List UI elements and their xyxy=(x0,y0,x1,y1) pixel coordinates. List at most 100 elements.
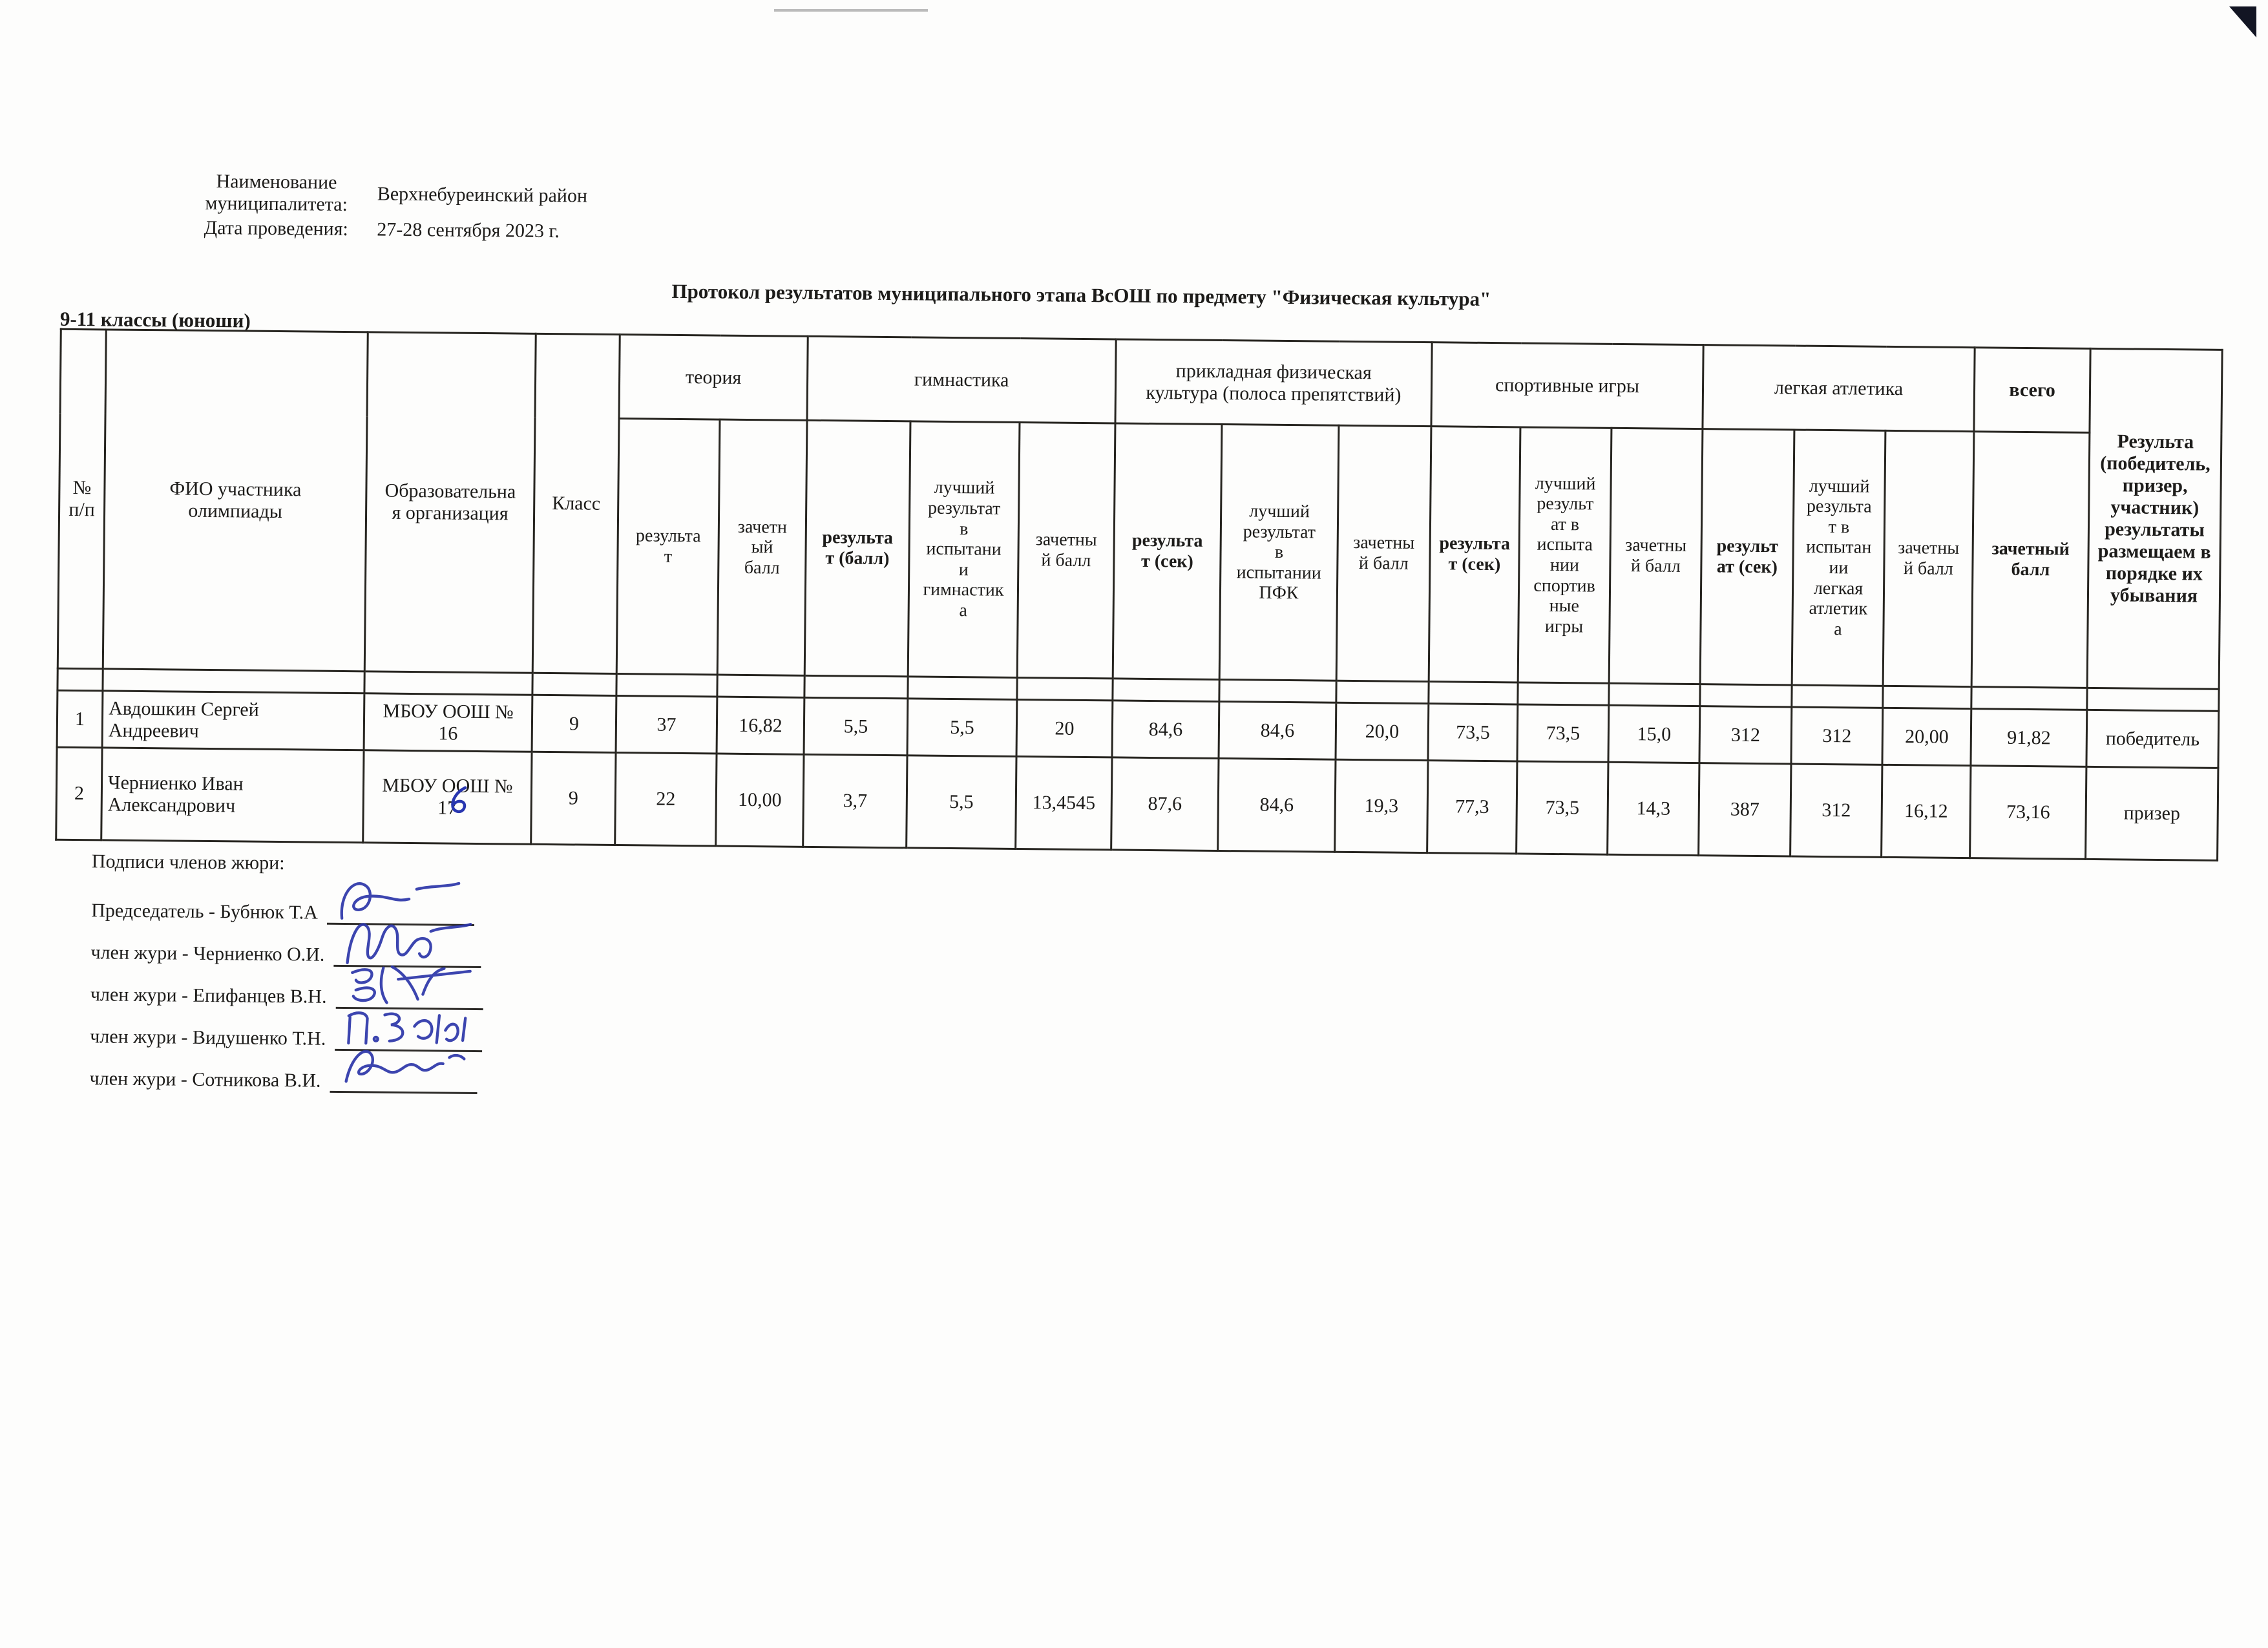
empty-cell xyxy=(1016,677,1113,701)
data-cell: 16,82 xyxy=(717,697,804,755)
handwritten-correction-digit xyxy=(450,786,467,814)
subheader-athletics-best: лучший результа т в испытан ии легкая ат… xyxy=(1792,430,1885,686)
cell-num: 1 xyxy=(57,690,103,748)
empty-cell xyxy=(804,675,908,699)
date-value: 27-28 сентября 2023 г. xyxy=(377,218,560,242)
subheader-games-score: зачетны й балл xyxy=(1609,428,1703,684)
municipality-value: Верхнебуреинский район xyxy=(377,183,588,207)
signature-underline xyxy=(330,1050,478,1095)
signature-underline xyxy=(335,1011,483,1053)
col-header-name: ФИО участника олимпиады xyxy=(103,329,368,671)
data-cell: 73,5 xyxy=(1517,704,1609,763)
document-title: Протокол результатов муниципального этап… xyxy=(671,279,1491,311)
col-header-result: Результа (победитель, призер, участник) … xyxy=(2087,348,2223,690)
cell-name: Авдошкин Сергей Андреевич xyxy=(102,690,364,750)
data-cell: 312 xyxy=(1699,706,1792,764)
cell-name: Черниенко Иван Александрович xyxy=(101,747,364,843)
empty-cell xyxy=(1971,686,2088,710)
municipality-label: Наименование муниципалитета: xyxy=(205,171,348,216)
data-cell: 16,12 xyxy=(1881,765,1971,858)
col-header-num: № п/п xyxy=(58,329,107,669)
col-header-org: Образовательна я организация xyxy=(364,332,536,673)
empty-cell xyxy=(1882,686,1972,709)
scan-artifact-line xyxy=(774,9,928,12)
cell-num: 2 xyxy=(56,747,103,840)
data-cell: 37 xyxy=(616,695,717,754)
group-header-theory: теория xyxy=(619,334,808,421)
signature-underline xyxy=(326,882,475,926)
empty-cell xyxy=(102,668,365,693)
handwritten-signature xyxy=(340,882,461,920)
empty-cell xyxy=(717,675,805,698)
subheader-games-best: лучший результ ат в испыта нии спортив н… xyxy=(1518,427,1612,684)
cell-result: победитель xyxy=(2086,710,2219,768)
handwritten-signature xyxy=(344,1050,466,1083)
group-header-sport-games: спортивные игры xyxy=(1431,342,1704,429)
date-label: Дата проведения: xyxy=(204,217,349,240)
subheader-pfk-best: лучший результат в испытании ПФК xyxy=(1219,424,1339,681)
data-cell: 73,5 xyxy=(1428,703,1518,761)
empty-cell xyxy=(364,671,533,695)
data-cell: 387 xyxy=(1698,763,1791,856)
signature-line: член жури - Епифанцев В.Н. xyxy=(90,964,483,1011)
handwritten-signature xyxy=(347,1011,467,1045)
col-header-grade: Класс xyxy=(532,333,620,674)
handwritten-signature xyxy=(350,965,472,1004)
jury-member-label: член жури - Епифанцев В.Н. xyxy=(90,984,327,1008)
data-cell: 84,6 xyxy=(1217,758,1336,852)
data-cell: 20,00 xyxy=(1882,708,1971,766)
data-cell: 73,16 xyxy=(1969,765,2086,859)
signature-underline xyxy=(335,965,483,1011)
empty-cell xyxy=(1219,679,1337,703)
empty-cell xyxy=(1791,685,1884,708)
data-cell: 10,00 xyxy=(715,754,804,847)
subheader-athletics-result: результ ат (сек) xyxy=(1700,428,1794,686)
data-cell: 3,7 xyxy=(803,754,908,848)
subheader-gym-result: результа т (балл) xyxy=(804,420,910,677)
data-cell: 22 xyxy=(614,752,717,846)
empty-cell xyxy=(616,673,718,697)
empty-cell xyxy=(2086,688,2220,712)
jury-member-label: член жури - Сотникова В.И. xyxy=(89,1068,321,1092)
data-cell: 20,0 xyxy=(1335,703,1429,761)
subheader-total-score: зачетный балл xyxy=(1971,431,2090,688)
results-table: № п/п ФИО участника олимпиады Образовате… xyxy=(55,328,2223,861)
jury-signatures-block: Подписи членов жюри: Председатель - Бубн… xyxy=(89,850,484,1095)
data-cell: 73,5 xyxy=(1516,761,1608,854)
data-cell: 13,4545 xyxy=(1015,756,1113,850)
data-cell: 312 xyxy=(1790,763,1882,857)
handwritten-signature xyxy=(346,923,472,964)
jury-member-label: член жури - Видушенко Т.Н. xyxy=(90,1026,326,1050)
empty-cell xyxy=(907,676,1018,700)
data-cell: 5,5 xyxy=(906,755,1017,849)
cell-org: МБОУ ООШ № 17 xyxy=(362,750,532,844)
subheader-theory-score: зачетн ый балл xyxy=(717,419,807,676)
data-cell: 5,5 xyxy=(907,698,1017,757)
subheader-gym-best: лучший результат в испытани и гимнастик … xyxy=(908,421,1020,678)
cell-result: призер xyxy=(2085,766,2218,860)
subheader-pfk-result: результа т (сек) xyxy=(1113,423,1222,680)
data-cell: 20 xyxy=(1016,699,1113,757)
cell-org: МБОУ ООШ № 16 xyxy=(364,693,532,752)
empty-cell xyxy=(1608,683,1701,706)
empty-cell xyxy=(1336,681,1429,704)
empty-cell xyxy=(1517,682,1610,706)
subheader-games-result: результа т (сек) xyxy=(1429,426,1520,682)
jury-member-label: член жури - Черниенко О.И. xyxy=(90,942,325,966)
jury-member-label: Председатель - Бубнюк Т.А xyxy=(91,900,319,924)
subheader-pfk-score: зачетны й балл xyxy=(1336,425,1431,682)
subheader-athletics-score: зачетны й балл xyxy=(1883,430,1974,687)
cell-grade: 9 xyxy=(530,752,616,845)
signature-underline xyxy=(333,923,481,969)
document-meta: Наименование муниципалитета: Верхнебуреи… xyxy=(185,171,588,243)
empty-cell xyxy=(532,673,617,696)
subheader-theory-result: результа т xyxy=(616,418,720,675)
group-header-gymnastics: гимнастика xyxy=(806,336,1117,423)
data-cell: 77,3 xyxy=(1427,760,1517,854)
empty-cell xyxy=(1428,681,1518,704)
group-header-athletics: легкая атлетика xyxy=(1702,344,1975,432)
cell-grade: 9 xyxy=(532,695,616,753)
data-cell: 19,3 xyxy=(1334,759,1429,853)
